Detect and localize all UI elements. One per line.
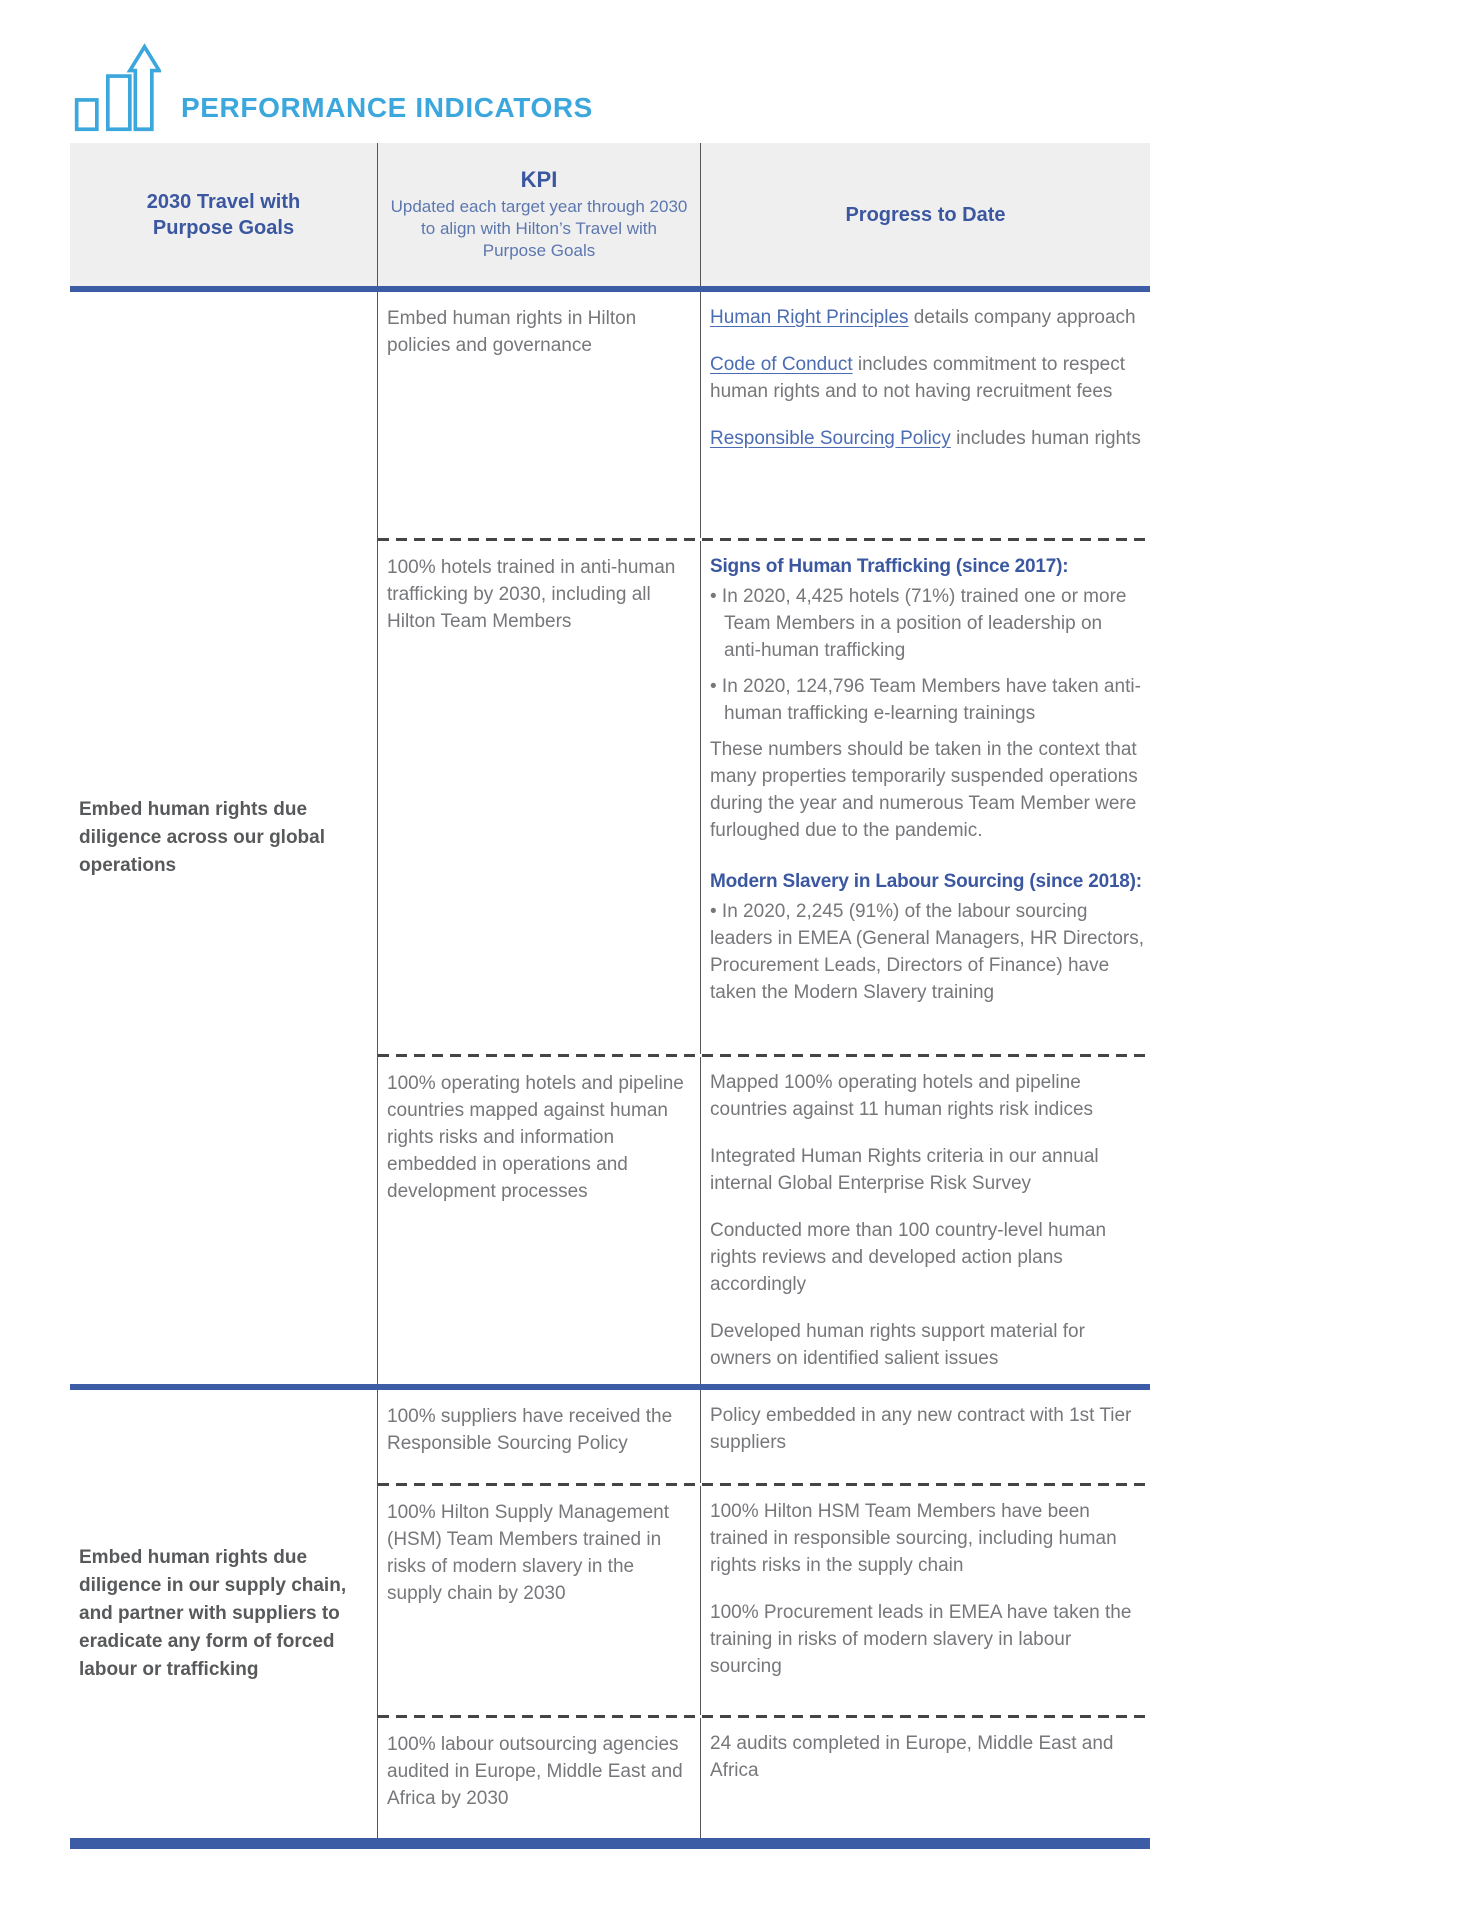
goal-text: Embed human rights due diligence across … [79,799,326,876]
bar-chart-growth-arrow-icon [74,43,161,132]
kpi-cell: Embed human rights in Hilton policies an… [387,308,637,356]
bullet-item: • In 2020, 4,425 hotels (71%) trained on… [710,586,1127,661]
progress-cell: 24 audits completed in Europe, Middle Ea… [700,1718,1150,1838]
progress-paragraph: Conducted more than 100 country-level hu… [710,1220,1107,1295]
kpi-cell: 100% labour outsourcing agencies audited… [387,1734,683,1809]
progress-cell: Signs of Human Trafficking (since 2017):… [700,541,1150,1054]
goal-group: Embed human rights due diligence in our … [70,1390,1150,1838]
progress-cell: Policy embedded in any new contract with… [700,1390,1150,1483]
dashed-divider [378,1483,1150,1486]
progress-paragraph: These numbers should be taken in the con… [710,739,1138,841]
progress-link[interactable]: Code of Conduct [710,354,853,375]
progress-paragraph: Mapped 100% operating hotels and pipelin… [710,1072,1094,1120]
table-header-row: 2030 Travel with Purpose Goals KPI Updat… [70,143,1150,286]
table-row: 100% Hilton Supply Management (HSM) Team… [378,1486,1150,1715]
group-divider [70,1384,1150,1390]
dashed-divider [378,538,1150,541]
progress-paragraph: 24 audits completed in Europe, Middle Ea… [710,1733,1114,1781]
table-row: Embed human rights in Hilton policies an… [378,292,1150,538]
progress-cell: Human Right Principles details company a… [700,292,1150,538]
kpi-cell: 100% hotels trained in anti-human traffi… [387,557,676,632]
progress-paragraph: Responsible Sourcing Policy includes hum… [710,428,1141,449]
progress-paragraph: 100% Hilton HSM Team Members have been t… [710,1501,1117,1576]
table-bottom-rule [70,1838,1150,1849]
progress-paragraph: Developed human rights support material … [710,1321,1085,1369]
kpi-subtitle: Updated each target year through 2030 to… [390,196,688,260]
progress-paragraph: Code of Conduct includes commitment to r… [710,354,1126,402]
bullet-item: • In 2020, 124,796 Team Members have tak… [710,676,1141,724]
table-row: 100% hotels trained in anti-human traffi… [378,541,1150,1054]
progress-paragraph: Human Right Principles details company a… [710,307,1136,328]
progress-cell: Mapped 100% operating hotels and pipelin… [700,1057,1150,1384]
progress-section-heading: Modern Slavery in Labour Sourcing (since… [710,871,1142,892]
kpi-title: KPI [520,166,558,192]
progress-paragraph: 100% Procurement leads in EMEA have take… [710,1602,1132,1677]
progress-cell: 100% Hilton HSM Team Members have been t… [700,1486,1150,1715]
kpi-cell: 100% operating hotels and pipeline count… [387,1073,684,1202]
section-brand: PERFORMANCE INDICATORS [73,40,593,136]
column-header-kpi: KPI Updated each target year through 203… [377,143,700,286]
kpi-cell: 100% Hilton Supply Management (HSM) Team… [387,1502,670,1604]
section-divider [70,286,1150,292]
column-header-progress: Progress to Date [700,143,1150,286]
progress-link[interactable]: Responsible Sourcing Policy [710,428,951,449]
column-header-goals: 2030 Travel with Purpose Goals [146,190,301,239]
page-title: PERFORMANCE INDICATORS [181,92,593,123]
table-row: 100% suppliers have received the Respons… [378,1390,1150,1483]
kpi-cell: 100% suppliers have received the Respons… [387,1406,673,1454]
kpi-progress-rows: Embed human rights in Hilton policies an… [377,292,1150,1384]
bullet-item: • In 2020, 2,245 (91%) of the labour sou… [710,901,1144,1003]
performance-indicators-table: 2030 Travel with Purpose Goals KPI Updat… [70,143,1150,1849]
progress-paragraph: Policy embedded in any new contract with… [710,1405,1132,1453]
dashed-divider [378,1715,1150,1718]
progress-section-heading: Signs of Human Trafficking (since 2017): [710,556,1069,577]
kpi-progress-rows: 100% suppliers have received the Respons… [377,1390,1150,1838]
progress-link[interactable]: Human Right Principles [710,307,909,328]
goal-group: Embed human rights due diligence across … [70,292,1150,1384]
goal-text: Embed human rights due diligence in our … [79,1547,347,1680]
goal-cell: Embed human rights due diligence across … [70,292,377,1384]
table-row: 100% operating hotels and pipeline count… [378,1057,1150,1384]
goal-cell: Embed human rights due diligence in our … [70,1390,377,1838]
progress-paragraph: Integrated Human Rights criteria in our … [710,1146,1099,1194]
dashed-divider [378,1054,1150,1057]
table-row: 100% labour outsourcing agencies audited… [378,1718,1150,1838]
table-body: Embed human rights due diligence across … [70,292,1150,1838]
